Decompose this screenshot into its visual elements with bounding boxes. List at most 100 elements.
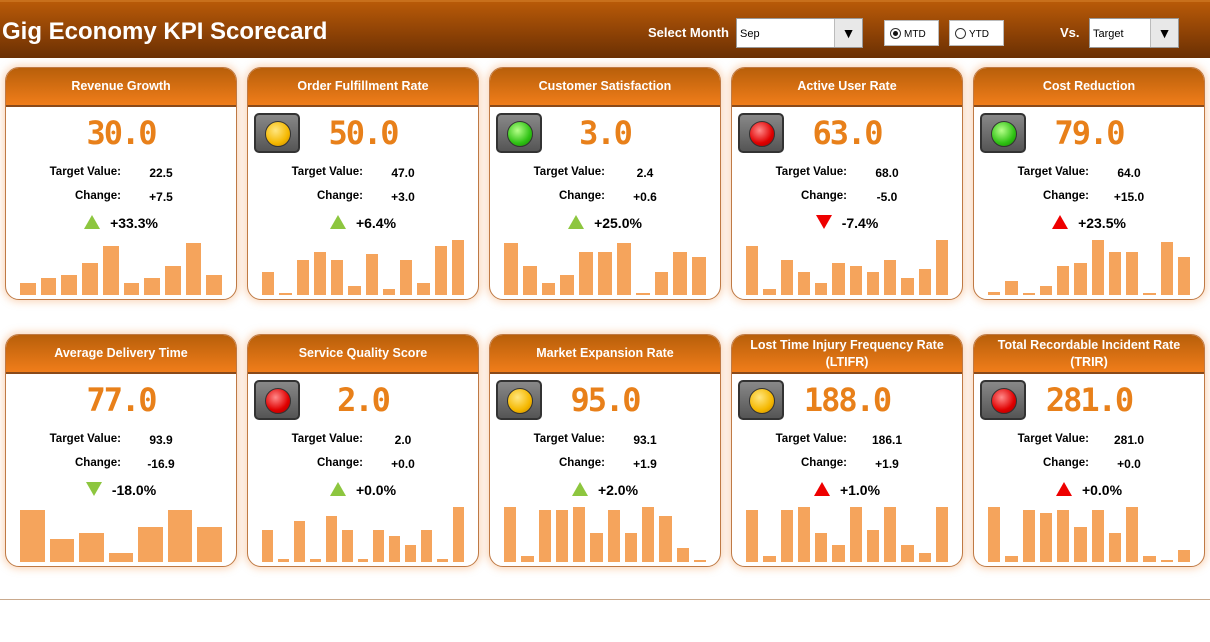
trend-bar [434, 245, 447, 295]
arrow-up-icon [571, 482, 588, 496]
trend-bar [1005, 280, 1018, 295]
trend-bar [1091, 509, 1104, 562]
trend-bar [504, 242, 518, 295]
trend-bar [1005, 556, 1018, 562]
chevron-down-icon[interactable]: ▼ [834, 19, 862, 47]
kpi-value: 188.0 [803, 381, 892, 419]
kpi-card: Active User Rate 63.0 Target Value: 68.0 C… [731, 67, 963, 300]
traffic-light-icon [496, 113, 542, 153]
kpi-card-title: Customer Satisfaction [490, 68, 720, 107]
trend-bar [262, 271, 275, 295]
trend-bar [884, 506, 897, 562]
kpi-card-grid: Revenue Growth 30.0 Target Value: 22.5 Cha… [0, 58, 1210, 600]
target-label: Target Value: [291, 433, 363, 445]
trend-bar [1143, 556, 1156, 562]
trend-bar [598, 251, 612, 295]
trend-bar [1126, 251, 1139, 295]
target-value: 22.5 [149, 166, 173, 180]
kpi-value: 2.0 [337, 381, 391, 419]
target-value: 93.9 [149, 433, 173, 447]
arrow-up-icon [84, 215, 101, 229]
change-value: +15.0 [1113, 190, 1145, 204]
trend-bar [40, 277, 57, 295]
trend-bar-chart [504, 237, 706, 295]
target-value: 93.1 [633, 433, 657, 447]
trend-bar [206, 274, 223, 295]
trend-bar [1039, 512, 1052, 562]
target-value: 2.4 [636, 166, 654, 180]
trend-bar [746, 245, 759, 295]
trend-bar [504, 506, 517, 562]
mtd-radio[interactable]: MTD [884, 20, 939, 46]
trend-bar [382, 289, 395, 295]
ytd-radio[interactable]: YTD [949, 20, 1004, 46]
traffic-light-icon [980, 113, 1026, 153]
trend-bar [1022, 293, 1035, 295]
trend-bar [815, 533, 828, 562]
trend-bar [849, 266, 862, 295]
trend-bar [635, 293, 650, 295]
trend-bar [1039, 286, 1052, 295]
kpi-card-title: Total Recordable Incident Rate (TRIR) [974, 335, 1204, 374]
trend-bar [918, 268, 931, 295]
change-percent: +0.0% [355, 482, 397, 498]
kpi-card: Customer Satisfaction 3.0 Target Value: 2.… [489, 67, 721, 300]
trend-bar [692, 257, 706, 295]
target-value: 64.0 [1117, 166, 1141, 180]
trend-bar-chart [746, 237, 948, 295]
change-label: Change: [317, 190, 363, 202]
chevron-down-icon[interactable]: ▼ [1150, 19, 1178, 47]
trend-bar [901, 544, 914, 562]
arrow-up-icon [813, 482, 830, 496]
trend-bar [389, 535, 401, 562]
change-value: +1.9 [875, 457, 899, 471]
dashboard-header: Gig Economy KPI Scorecard Select Month S… [0, 0, 1210, 58]
change-value: +0.0 [391, 457, 415, 471]
trend-bar [654, 271, 669, 295]
trend-bar-chart [262, 237, 464, 295]
arrow-up-icon [329, 215, 346, 229]
trend-bar [144, 277, 160, 295]
trend-bar [262, 530, 273, 562]
change-label: Change: [801, 190, 847, 202]
kpi-value: 79.0 [1054, 114, 1125, 152]
change-label: Change: [75, 190, 121, 202]
trend-bar [866, 530, 879, 562]
kpi-card-title: Revenue Growth [6, 68, 236, 107]
trend-bar [1057, 509, 1070, 562]
trend-bar [746, 509, 759, 562]
comparison-dropdown[interactable]: Target ▼ [1089, 18, 1179, 48]
trend-bar [607, 509, 620, 562]
arrow-down-icon [815, 215, 832, 229]
trend-bar [373, 530, 385, 562]
trend-bar [763, 289, 776, 295]
change-percent: +23.5% [1078, 215, 1126, 231]
trend-bar [935, 506, 948, 562]
vs-label: Vs. [1060, 25, 1080, 40]
kpi-value: 63.0 [812, 114, 883, 152]
trend-bar [624, 533, 637, 562]
trend-bar [1177, 257, 1190, 295]
trend-bar [325, 515, 337, 562]
month-value: Sep [740, 28, 760, 40]
trend-bar [400, 260, 413, 295]
target-label: Target Value: [533, 433, 605, 445]
trend-bar [780, 509, 793, 562]
trend-bar [659, 515, 672, 562]
trend-bar [1160, 560, 1173, 562]
kpi-card: Total Recordable Incident Rate (TRIR) 281… [973, 334, 1205, 567]
kpi-card-title: Market Expansion Rate [490, 335, 720, 374]
page-title: Gig Economy KPI Scorecard [2, 18, 328, 45]
trend-bar [1091, 239, 1104, 295]
target-label: Target Value: [291, 166, 363, 178]
trend-bar [1108, 533, 1121, 562]
month-dropdown[interactable]: Sep ▼ [736, 18, 863, 48]
trend-bar [293, 521, 305, 562]
trend-bar [521, 556, 534, 562]
traffic-light-icon [254, 380, 300, 420]
change-value: +0.0 [1117, 457, 1141, 471]
traffic-light-icon [738, 113, 784, 153]
trend-bar [138, 527, 163, 562]
trend-bar [341, 530, 353, 562]
traffic-light-icon [980, 380, 1026, 420]
